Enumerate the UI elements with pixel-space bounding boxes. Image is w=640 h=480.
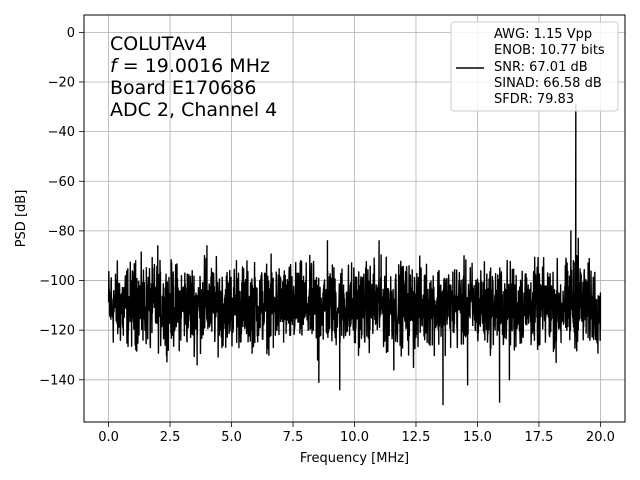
- x-tick-label: 15.0: [463, 430, 492, 445]
- y-tick-label: −120: [39, 324, 75, 339]
- y-tick-label: −20: [48, 76, 75, 91]
- psd-series-line: [107, 103, 602, 406]
- annotation-frequency: f = 19.0016 MHz: [110, 55, 270, 77]
- legend: AWG: 1.15 Vpp ENOB: 10.77 bits SNR: 67.0…: [450, 21, 619, 112]
- annotation-block: COLUTAv4 f = 19.0016 MHz Board E170686 A…: [110, 33, 277, 121]
- annotation-board: Board E170686: [110, 77, 256, 99]
- legend-box: [450, 21, 619, 112]
- annotation-chip-name: COLUTAv4: [110, 33, 207, 55]
- annotation-frequency-value: = 19.0016 MHz: [117, 55, 270, 77]
- annotation-channel: ADC 2, Channel 4: [110, 99, 277, 121]
- legend-entry-awg: AWG: 1.15 Vpp: [494, 27, 592, 42]
- ticks: 0.0 2.5 5.0 7.5 10.0 12.5 15.0 17.5 20.0 0 −20 −40 −…: [39, 26, 615, 445]
- y-tick-label: −60: [48, 175, 75, 190]
- x-tick-label: 0.0: [98, 430, 119, 445]
- annotation-frequency-symbol: f: [110, 55, 120, 77]
- legend-entry-sinad: SINAD: 66.58 dB: [494, 76, 602, 91]
- x-tick-label: 7.5: [283, 430, 304, 445]
- series-layer: [107, 103, 602, 406]
- y-axis-label: PSD [dB]: [14, 190, 29, 248]
- x-tick-label: 2.5: [160, 430, 181, 445]
- y-tick-label: −40: [48, 125, 75, 140]
- legend-entry-sfdr: SFDR: 79.83: [494, 92, 574, 107]
- x-axis-label: Frequency [MHz]: [300, 451, 409, 466]
- x-tick-label: 10.0: [340, 430, 369, 445]
- x-tick-label: 20.0: [586, 430, 615, 445]
- legend-entry-snr: SNR: 67.01 dB: [494, 60, 588, 75]
- x-tick-label: 12.5: [402, 430, 431, 445]
- y-tick-label: −100: [39, 274, 75, 289]
- y-tick-label: −140: [39, 373, 75, 388]
- y-tick-label: −80: [48, 224, 75, 239]
- x-tick-label: 5.0: [221, 430, 242, 445]
- x-tick-label: 17.5: [524, 430, 553, 445]
- legend-entry-enob: ENOB: 10.77 bits: [494, 43, 605, 58]
- y-tick-label: 0: [67, 26, 75, 41]
